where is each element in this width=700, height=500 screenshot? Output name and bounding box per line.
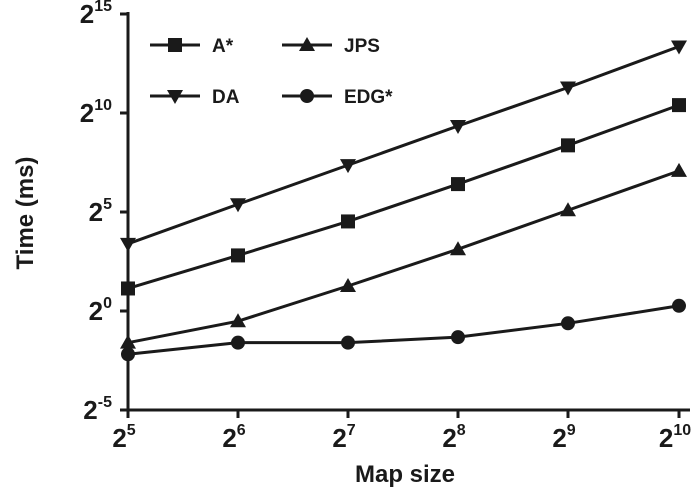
series-line-edg xyxy=(127,304,680,356)
x-tick-label: 25 xyxy=(112,422,135,453)
x-ticks: 25 26 27 28 29 210 xyxy=(112,410,691,453)
data-point-edg xyxy=(231,335,245,350)
x-tick-label: 28 xyxy=(442,422,465,453)
data-point-jps xyxy=(450,241,466,256)
series-line-jps xyxy=(127,169,680,345)
legend-label: EDG* xyxy=(344,87,393,108)
axes xyxy=(126,12,690,412)
legend-marker-da xyxy=(167,90,183,104)
x-tick-label: 210 xyxy=(659,422,691,453)
data-point-jps xyxy=(340,277,356,292)
y-axis-title: Time (ms) xyxy=(12,157,39,270)
data-point-da xyxy=(671,40,687,55)
x-tick-label: 26 xyxy=(222,422,245,453)
y-tick-label: 20 xyxy=(89,295,112,326)
data-point-da xyxy=(230,198,246,213)
data-point-a xyxy=(451,177,465,192)
y-tick-label: 210 xyxy=(80,97,112,128)
y-tick-label: 25 xyxy=(89,196,112,227)
data-point-edg xyxy=(672,298,686,313)
data-point-jps xyxy=(560,202,576,217)
legend-label: JPS xyxy=(344,36,380,57)
x-tick-label: 27 xyxy=(332,422,355,453)
data-point-edg xyxy=(451,330,465,345)
y-tick-label: 2-5 xyxy=(83,394,112,425)
series-da xyxy=(120,40,687,252)
legend-item-da: DA xyxy=(150,87,240,108)
x-axis-title: Map size xyxy=(355,461,455,488)
series-line-da xyxy=(127,45,680,246)
data-point-edg xyxy=(121,347,135,362)
legend-label: DA xyxy=(212,87,240,108)
legend-marker-jps xyxy=(299,37,315,51)
legend-item-edg: EDG* xyxy=(282,87,393,108)
y-tick-label: 215 xyxy=(80,0,112,29)
data-point-edg xyxy=(561,316,575,331)
data-point-a xyxy=(231,248,245,263)
data-point-a xyxy=(121,281,135,296)
data-point-a xyxy=(561,138,575,153)
data-point-da xyxy=(450,119,466,134)
legend-label: A* xyxy=(212,36,234,57)
legend: A* JPS DA EDG* xyxy=(150,36,393,108)
y-ticks: 2-5 20 25 210 215 xyxy=(80,0,128,425)
series-group xyxy=(120,40,687,362)
series-line-a xyxy=(127,103,680,290)
series-jps xyxy=(120,162,687,349)
data-point-a xyxy=(341,214,355,229)
data-point-a xyxy=(672,98,686,113)
legend-marker-edg xyxy=(300,89,314,103)
legend-item-a: A* xyxy=(150,36,234,57)
data-point-jps xyxy=(671,162,687,177)
data-point-jps xyxy=(120,334,136,349)
series-a xyxy=(121,98,686,296)
data-point-da xyxy=(560,81,576,96)
x-tick-label: 29 xyxy=(552,422,575,453)
legend-item-jps: JPS xyxy=(282,36,380,57)
data-point-da xyxy=(340,159,356,174)
data-point-da xyxy=(120,237,136,252)
data-point-edg xyxy=(341,335,355,350)
legend-marker-a xyxy=(168,38,182,52)
data-point-jps xyxy=(230,313,246,328)
series-edg xyxy=(121,298,686,362)
